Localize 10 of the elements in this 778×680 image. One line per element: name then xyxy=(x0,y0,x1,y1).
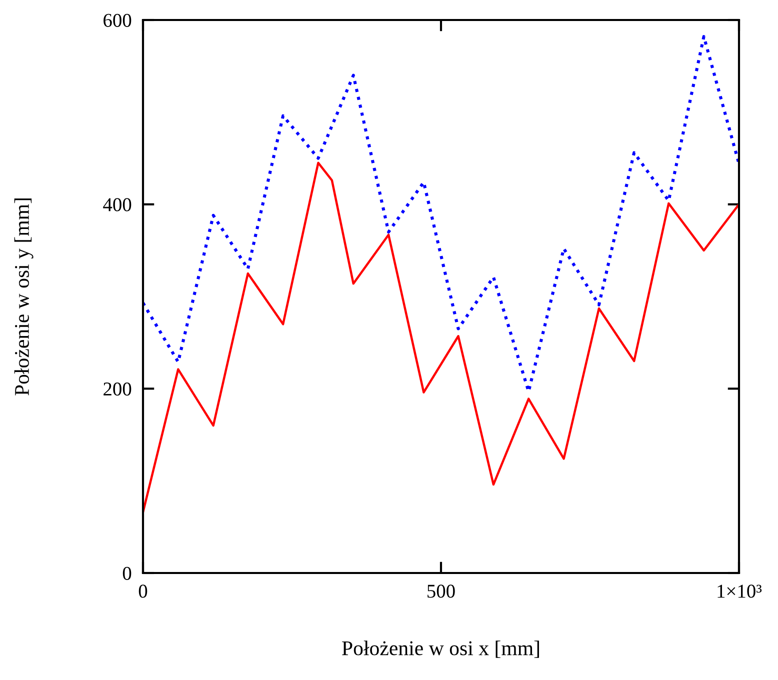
x-tick-label: 0 xyxy=(138,584,148,598)
line-series xyxy=(143,162,739,514)
y-tick-label: 400 xyxy=(103,198,132,212)
x-tick-label: 500 xyxy=(428,584,455,598)
y-tick-label: 200 xyxy=(104,382,132,396)
y-tick-label: 0 xyxy=(122,566,132,580)
x-axis-title: Położenie w osi x [mm] xyxy=(342,640,539,658)
x-tick-label: 1×10³ xyxy=(718,584,762,598)
y-axis-title: Położenie w osi y [mm] xyxy=(14,198,34,396)
y-tick-label: 600 xyxy=(104,14,132,27)
